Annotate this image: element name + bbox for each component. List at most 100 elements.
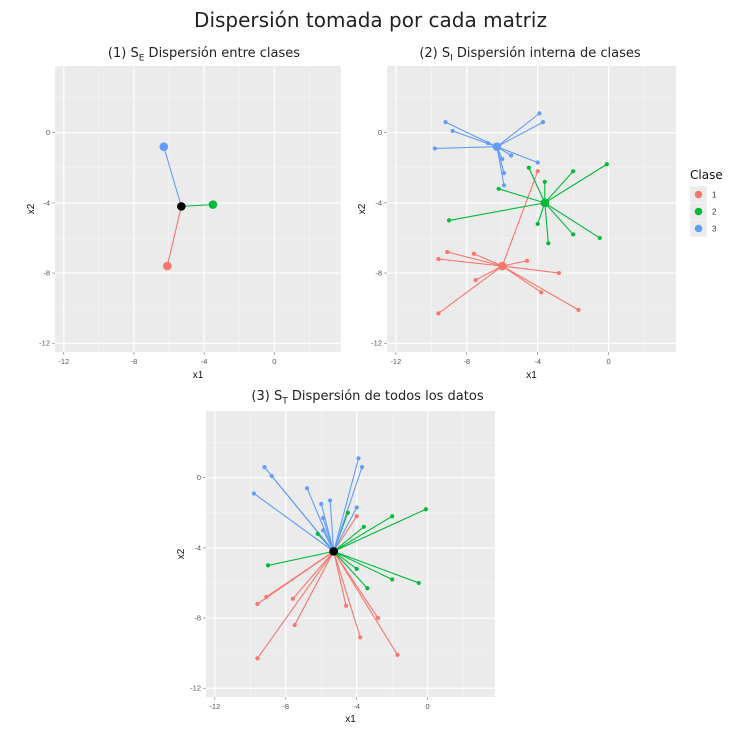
segment-class-3	[271, 475, 335, 552]
centroid-class-2	[540, 198, 550, 208]
segment-class-2	[181, 204, 213, 207]
point-class-1	[524, 258, 530, 263]
point-class-1	[471, 251, 476, 256]
segment-class-3	[253, 493, 334, 552]
point-class-1	[473, 277, 478, 283]
legend-swatch-1	[694, 190, 703, 199]
point-class-3	[319, 501, 324, 507]
y-tick-label: -12	[371, 339, 382, 348]
point-class-3	[509, 153, 514, 158]
point-class-2	[416, 580, 421, 586]
segment-class-1	[292, 551, 335, 600]
point-class-1	[395, 652, 400, 657]
segment-class-2	[333, 550, 419, 584]
point-class-1	[343, 603, 349, 608]
x-tick-label: -12	[209, 702, 220, 711]
segment-class-3	[329, 500, 335, 552]
segment-class-2	[448, 202, 545, 221]
point-class-2	[597, 235, 602, 241]
centroid-class-1	[497, 261, 507, 271]
point-class-2	[546, 241, 551, 246]
segment-class-2	[333, 550, 393, 580]
x-tick-label: -8	[463, 357, 470, 366]
panel-2: -12 -8 -4 0 0 -4 -8 -12 x1 x2	[357, 66, 676, 381]
point-class-2	[390, 577, 395, 582]
point-class-2	[604, 162, 609, 167]
panel-1-title-rest: Dispersión entre clases	[144, 46, 301, 61]
segment-class-2	[333, 550, 358, 570]
legend-swatch-3	[694, 224, 703, 233]
point-class-2	[571, 232, 576, 237]
segment-class-1	[333, 551, 361, 638]
legend-swatch-2	[694, 207, 703, 216]
point-class-1	[264, 594, 269, 600]
panel-2-title-rest: Dispersión interna de clases	[452, 46, 641, 61]
point-class-1	[358, 635, 363, 640]
segment-class-2	[544, 163, 608, 204]
x-tick-label: 0	[426, 702, 430, 711]
segment-class-1	[501, 171, 539, 267]
x-tick-label: -8	[282, 702, 289, 711]
point-class-1	[255, 601, 260, 607]
legend: Clase 1 2 3	[689, 168, 723, 238]
point-class-2	[265, 563, 271, 568]
segment-class-3	[496, 146, 505, 186]
segment-class-2	[333, 515, 393, 552]
y-tick-label: -8	[194, 614, 201, 623]
segment-class-1	[447, 251, 503, 267]
point-class-1	[539, 290, 544, 295]
segment-class-1	[256, 551, 335, 659]
panel-3-title: (3) ST Dispersión de todos los datos	[204, 389, 531, 407]
panel-1: -12 -8 -4 0 0 -4 -8 -12 x1 x2	[26, 66, 341, 381]
point-class-2	[496, 186, 501, 191]
point-class-3	[432, 146, 437, 151]
segment-class-3	[333, 458, 360, 552]
legend-label-2: 2	[712, 208, 717, 217]
panel-2-title-prefix: (2) S	[419, 46, 451, 61]
point-class-2	[315, 531, 320, 536]
segment-class-1	[473, 253, 503, 267]
point-class-1	[162, 261, 172, 271]
segment-class-2	[544, 202, 574, 235]
y-tick-label: -4	[43, 198, 50, 207]
point-class-3	[320, 515, 326, 521]
segment-class-1	[333, 551, 398, 656]
point-class-1	[290, 596, 295, 601]
segment-class-3	[434, 146, 497, 150]
point-class-2	[390, 514, 395, 519]
segment-class-2	[498, 188, 545, 204]
global-mean-point	[177, 202, 186, 211]
point-class-2	[365, 586, 370, 591]
segment-class-3	[496, 112, 540, 148]
point-class-1	[292, 622, 297, 628]
panel-1-title: (1) SE Dispersión entre clases	[52, 46, 356, 64]
point-class-3	[251, 491, 256, 496]
segment-class-1	[501, 265, 579, 311]
legend-label-1: 1	[712, 191, 717, 200]
segment-class-2	[267, 550, 334, 566]
point-class-3	[320, 528, 326, 533]
point-class-3	[354, 505, 359, 510]
panel-1-title-sub: E	[138, 53, 145, 64]
point-class-3	[540, 120, 546, 125]
y-tick-label: -8	[375, 269, 382, 278]
panel-3-title-rest: Dispersión de todos los datos	[287, 389, 484, 404]
segment-class-3	[322, 517, 335, 552]
y-tick-label: -4	[194, 543, 201, 552]
point-class-1	[576, 307, 581, 312]
segment-class-2	[333, 550, 368, 589]
point-class-2	[526, 165, 531, 170]
y-tick-label: 0	[378, 128, 382, 137]
point-class-3	[485, 141, 491, 146]
point-class-1	[375, 615, 381, 621]
x-tick-label: 0	[272, 357, 276, 366]
segment-class-1	[475, 265, 503, 281]
segment-class-3	[333, 507, 358, 552]
point-class-3	[356, 456, 361, 461]
legend-label-3: 3	[712, 225, 717, 234]
point-class-1	[436, 311, 441, 316]
y-tick-label: -12	[39, 339, 50, 348]
segment-class-1	[166, 206, 182, 267]
segment-class-3	[163, 146, 182, 207]
plot-background	[206, 411, 495, 697]
